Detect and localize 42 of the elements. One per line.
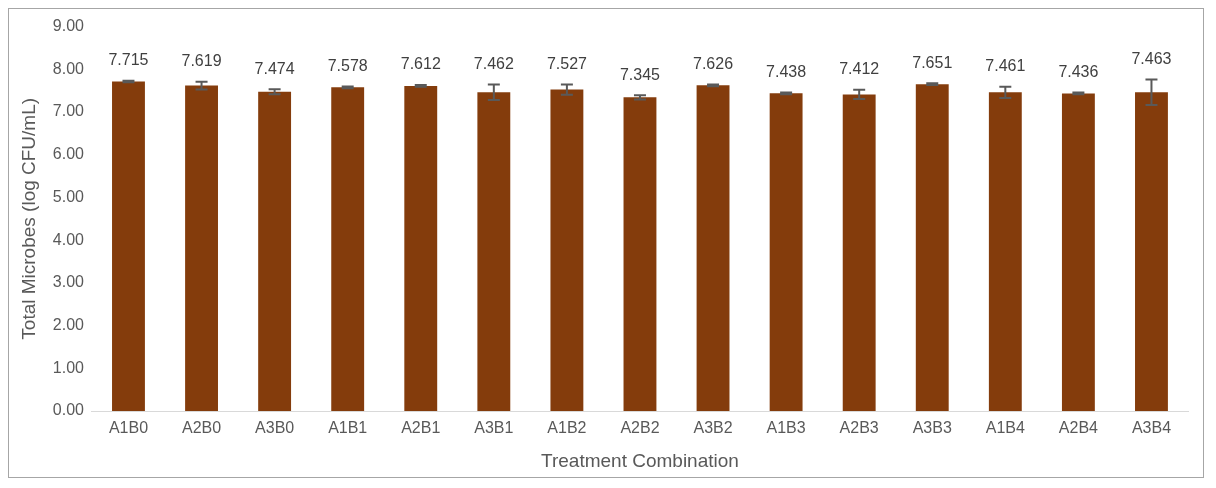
data-label: 7.626 [693, 54, 734, 72]
data-label: 7.612 [400, 55, 441, 73]
x-tick-label: A1B1 [328, 419, 368, 437]
y-tick-label: 9.00 [52, 17, 85, 35]
x-tick-label: A2B4 [1058, 419, 1099, 437]
x-tick-label: A1B2 [547, 419, 587, 437]
data-label: 7.412 [839, 60, 880, 78]
y-axis-title: Total Microbes (log CFU/mL) [17, 97, 39, 340]
x-tick-label: A3B0 [255, 419, 295, 437]
x-tick-label: A2B0 [181, 419, 222, 437]
x-tick-label: A1B0 [108, 419, 149, 437]
y-tick-label: 1.00 [52, 358, 85, 376]
x-tick-label: A2B3 [839, 419, 879, 437]
x-tick-label: A3B3 [912, 419, 952, 437]
data-label: 7.463 [1131, 49, 1172, 67]
data-label: 7.651 [912, 53, 953, 71]
x-tick-label: A1B3 [766, 419, 806, 437]
data-label: 7.715 [108, 51, 149, 69]
y-tick-label: 0.00 [52, 401, 85, 419]
x-tick-label: A2B2 [620, 419, 660, 437]
data-label: 7.438 [766, 62, 807, 80]
data-label: 7.619 [181, 52, 222, 70]
y-tick-label: 3.00 [52, 273, 85, 291]
y-tick-label: 7.00 [52, 102, 85, 120]
y-tick-label: 6.00 [52, 145, 85, 163]
y-tick-label: 4.00 [52, 230, 85, 248]
data-label: 7.436 [1058, 62, 1099, 80]
x-tick-label: A2B1 [401, 419, 441, 437]
x-tick-label: A3B1 [474, 419, 514, 437]
data-label: 7.474 [254, 59, 295, 77]
x-tick-label: A3B2 [693, 419, 733, 437]
data-label: 7.527 [546, 54, 588, 72]
data-label: 7.461 [985, 57, 1026, 75]
y-tick-label: 2.00 [52, 315, 85, 333]
x-tick-label: A3B4 [1131, 419, 1172, 437]
data-label: 7.462 [473, 55, 514, 73]
x-tick-label: A1B4 [985, 419, 1025, 437]
y-tick-label: 5.00 [52, 187, 85, 205]
x-axis-title: Treatment Combination [541, 449, 739, 471]
y-tick-label: 8.00 [52, 59, 85, 77]
data-label: 7.578 [327, 56, 368, 74]
data-label: 7.345 [619, 65, 661, 83]
